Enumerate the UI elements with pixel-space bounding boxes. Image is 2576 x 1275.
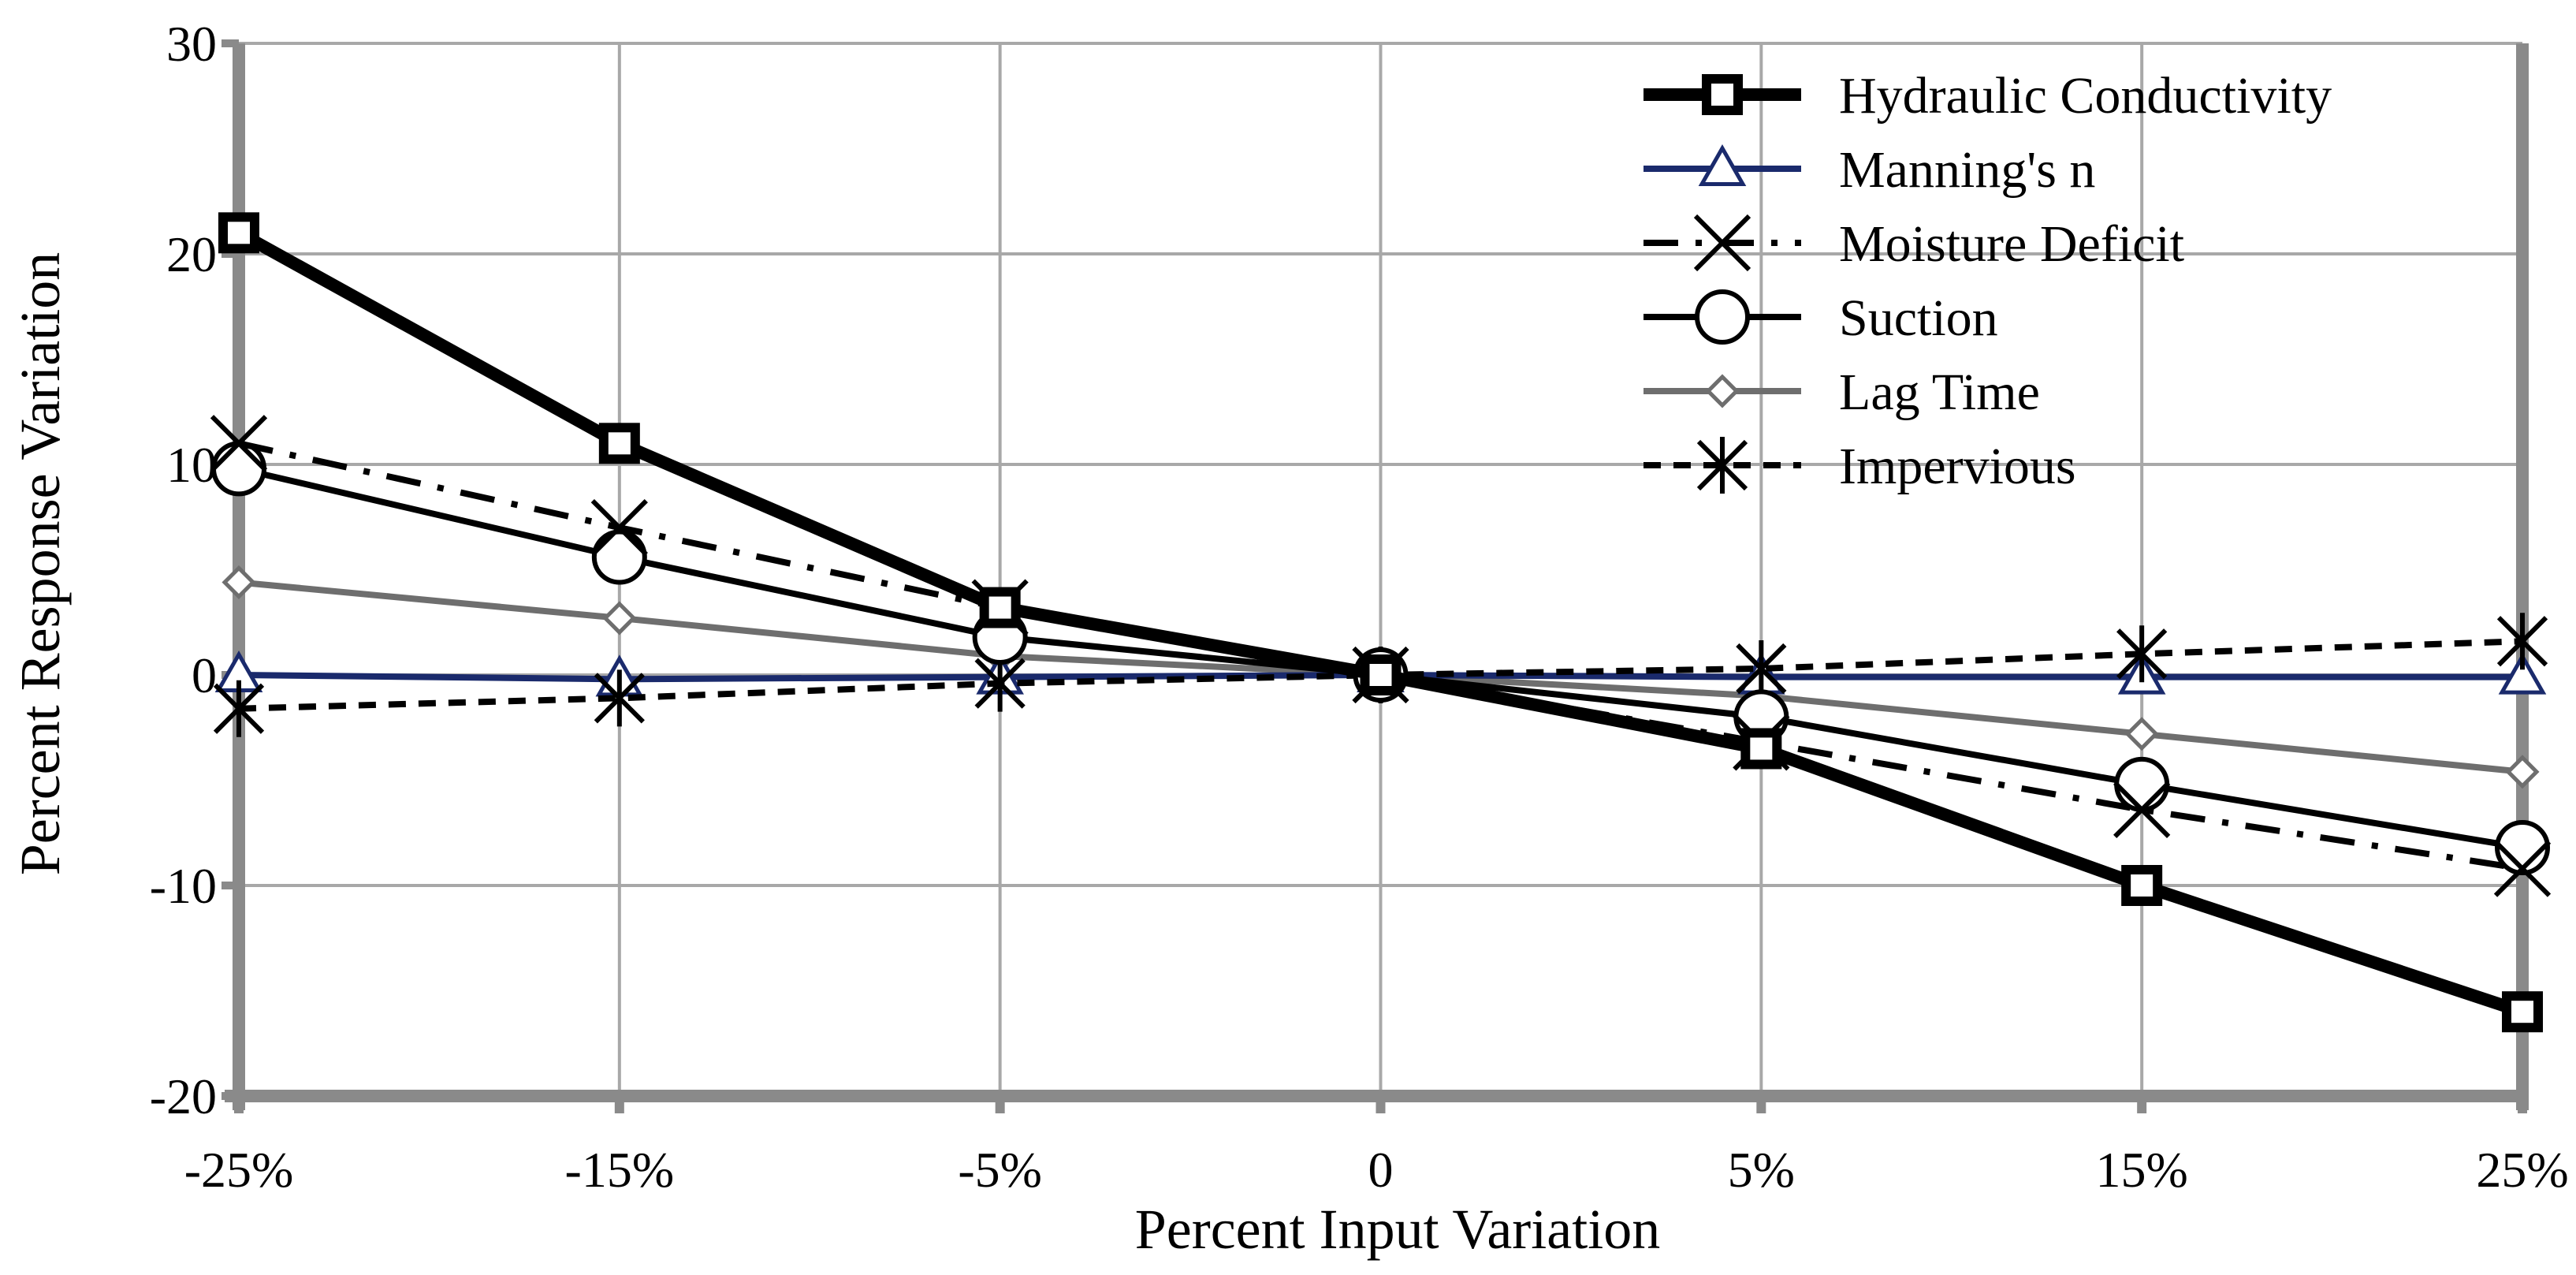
legend-marker-suction	[1695, 289, 1750, 345]
legend-marker-moisture-deficit	[1693, 214, 1751, 272]
data-point-moisture-deficit	[590, 498, 648, 557]
y-tick-label: 20	[166, 226, 217, 282]
data-point-hydraulic-conductivity	[2121, 865, 2163, 906]
data-point-hydraulic-conductivity	[1360, 654, 1402, 695]
legend-label-manning-s-n: Manning's n	[1839, 141, 2095, 199]
data-point-impervious	[213, 680, 265, 737]
data-point-impervious	[2496, 613, 2548, 670]
legend-marker-impervious	[1696, 437, 1748, 494]
y-tick-label: 30	[166, 16, 217, 72]
legend-marker-hydraulic-conductivity	[1702, 74, 1743, 115]
data-point-hydraulic-conductivity	[1740, 728, 1782, 770]
x-tick-label: 25%	[2476, 1142, 2568, 1198]
x-tick-label: -15%	[565, 1142, 675, 1198]
data-point-lag-time	[2505, 755, 2540, 789]
x-tick-label: 5%	[1728, 1142, 1795, 1198]
data-point-moisture-deficit	[2493, 840, 2552, 897]
data-point-impervious	[1736, 639, 1787, 697]
data-point-suction	[591, 529, 647, 585]
axes	[221, 39, 2529, 1113]
legend-label-impervious: Impervious	[1839, 438, 2076, 495]
x-tick-label: -5%	[958, 1142, 1042, 1198]
data-point-hydraulic-conductivity	[218, 212, 259, 254]
x-tick-label: 15%	[2096, 1142, 2188, 1198]
y-tick-label: 0	[192, 647, 217, 703]
x-tick-label: -25%	[184, 1142, 294, 1198]
data-point-suction	[2495, 819, 2550, 875]
legend-marker-manning-s-n	[1698, 144, 1747, 186]
legend-marker-lag-time	[1705, 374, 1740, 408]
data-point-suction	[2114, 756, 2170, 812]
data-point-moisture-deficit	[210, 415, 268, 472]
x-tick-label: 0	[1368, 1142, 1394, 1198]
x-tick-labels: -25% -15% -5% 0 5% 15% 25%	[184, 1142, 2569, 1198]
data-series	[210, 212, 2552, 1033]
y-tick-label: -20	[150, 1068, 217, 1124]
y-axis-title: Percent Response Variation	[9, 252, 72, 876]
legend-label-suction: Suction	[1839, 289, 1998, 347]
x-axis-title: Percent Input Variation	[1135, 1198, 1661, 1261]
data-point-lag-time	[602, 601, 637, 636]
data-point-hydraulic-conductivity	[2502, 991, 2543, 1033]
data-point-impervious	[594, 669, 645, 727]
data-point-impervious	[2116, 625, 2168, 683]
legend: Hydraulic Conductivity Manning's n Moistur…	[1644, 67, 2332, 495]
y-tick-label: -10	[150, 858, 217, 914]
data-point-hydraulic-conductivity	[598, 423, 640, 464]
data-point-moisture-deficit	[2113, 781, 2171, 839]
data-point-suction	[211, 441, 266, 497]
gridlines	[239, 42, 2522, 1098]
y-tick-label: 10	[166, 437, 217, 493]
y-tick-labels: 30 20 10 0 -10 -20	[150, 16, 217, 1124]
data-point-hydraulic-conductivity	[979, 587, 1021, 628]
legend-label-lag-time: Lag Time	[1839, 363, 2040, 421]
data-point-manning-s-n	[2498, 652, 2547, 695]
legend-label-hydraulic-conductivity: Hydraulic Conductivity	[1839, 67, 2332, 125]
data-point-lag-time	[221, 565, 256, 600]
data-point-lag-time	[2124, 717, 2159, 751]
legend-label-moisture-deficit: Moisture Deficit	[1839, 215, 2184, 273]
